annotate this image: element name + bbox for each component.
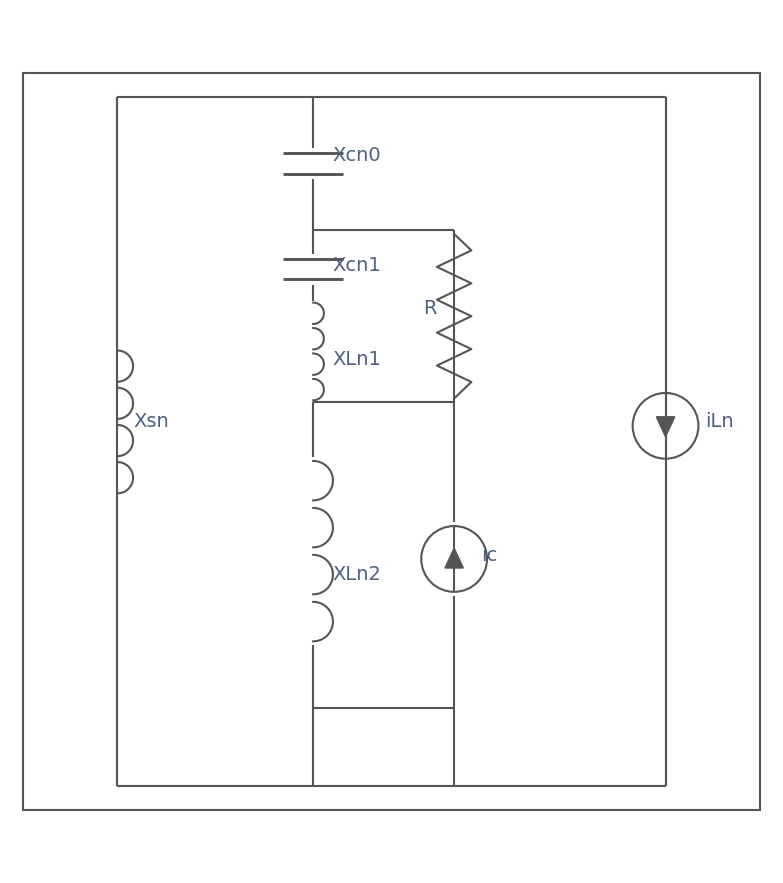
- Text: XLn2: XLn2: [333, 565, 381, 585]
- Polygon shape: [445, 548, 464, 568]
- Text: XLn1: XLn1: [333, 350, 381, 369]
- Polygon shape: [656, 417, 675, 437]
- Text: ic: ic: [482, 546, 498, 564]
- Text: Xcn0: Xcn0: [333, 147, 381, 165]
- Text: iLn: iLn: [705, 412, 734, 432]
- Text: Xsn: Xsn: [133, 412, 169, 432]
- Text: R: R: [423, 298, 436, 318]
- Text: Xcn1: Xcn1: [333, 256, 381, 275]
